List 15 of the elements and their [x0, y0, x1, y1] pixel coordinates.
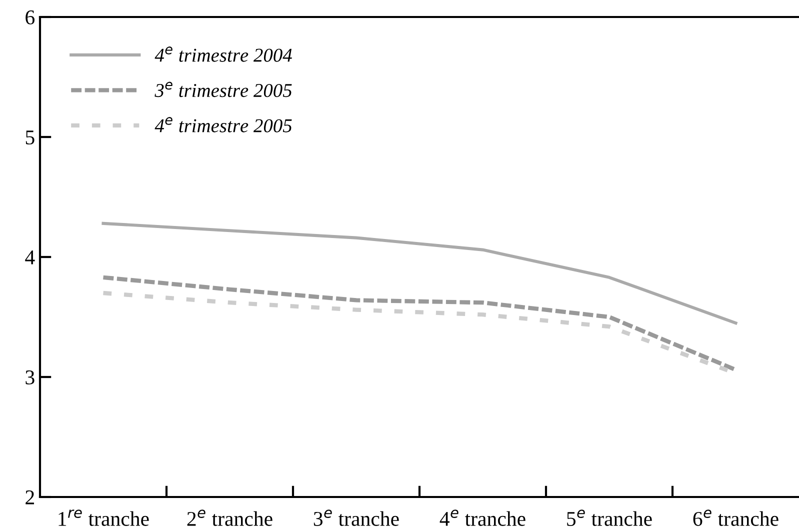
x-tick-label: 4$^{e}$ tranche [440, 510, 526, 526]
y-tick-label: 6 [26, 10, 35, 24]
x-tick-label: 2$^{e}$ tranche [187, 510, 272, 526]
line-series [102, 222, 738, 325]
x-tick-label: 1$^{re}$ tranche [58, 510, 149, 526]
x-tick-label: 6$^{e}$ tranche [693, 510, 778, 526]
y-tick-label: 4 [25, 250, 35, 264]
x-tick-label: 3$^{e}$ tranche [314, 510, 399, 526]
y-tick-label: 2 [26, 490, 34, 504]
y-tick-label: 3 [26, 370, 34, 384]
y-tick-label: 5 [26, 130, 34, 144]
legend-label: 3$^{e}$ trimestre 2005 [154, 82, 292, 98]
legend-label: 4$^{e}$ trimestre 2004 [154, 46, 292, 62]
x-tick-label: 5$^{e}$ tranche [567, 510, 652, 526]
legend-label: 4$^{e}$ trimestre 2005 [154, 117, 292, 132]
